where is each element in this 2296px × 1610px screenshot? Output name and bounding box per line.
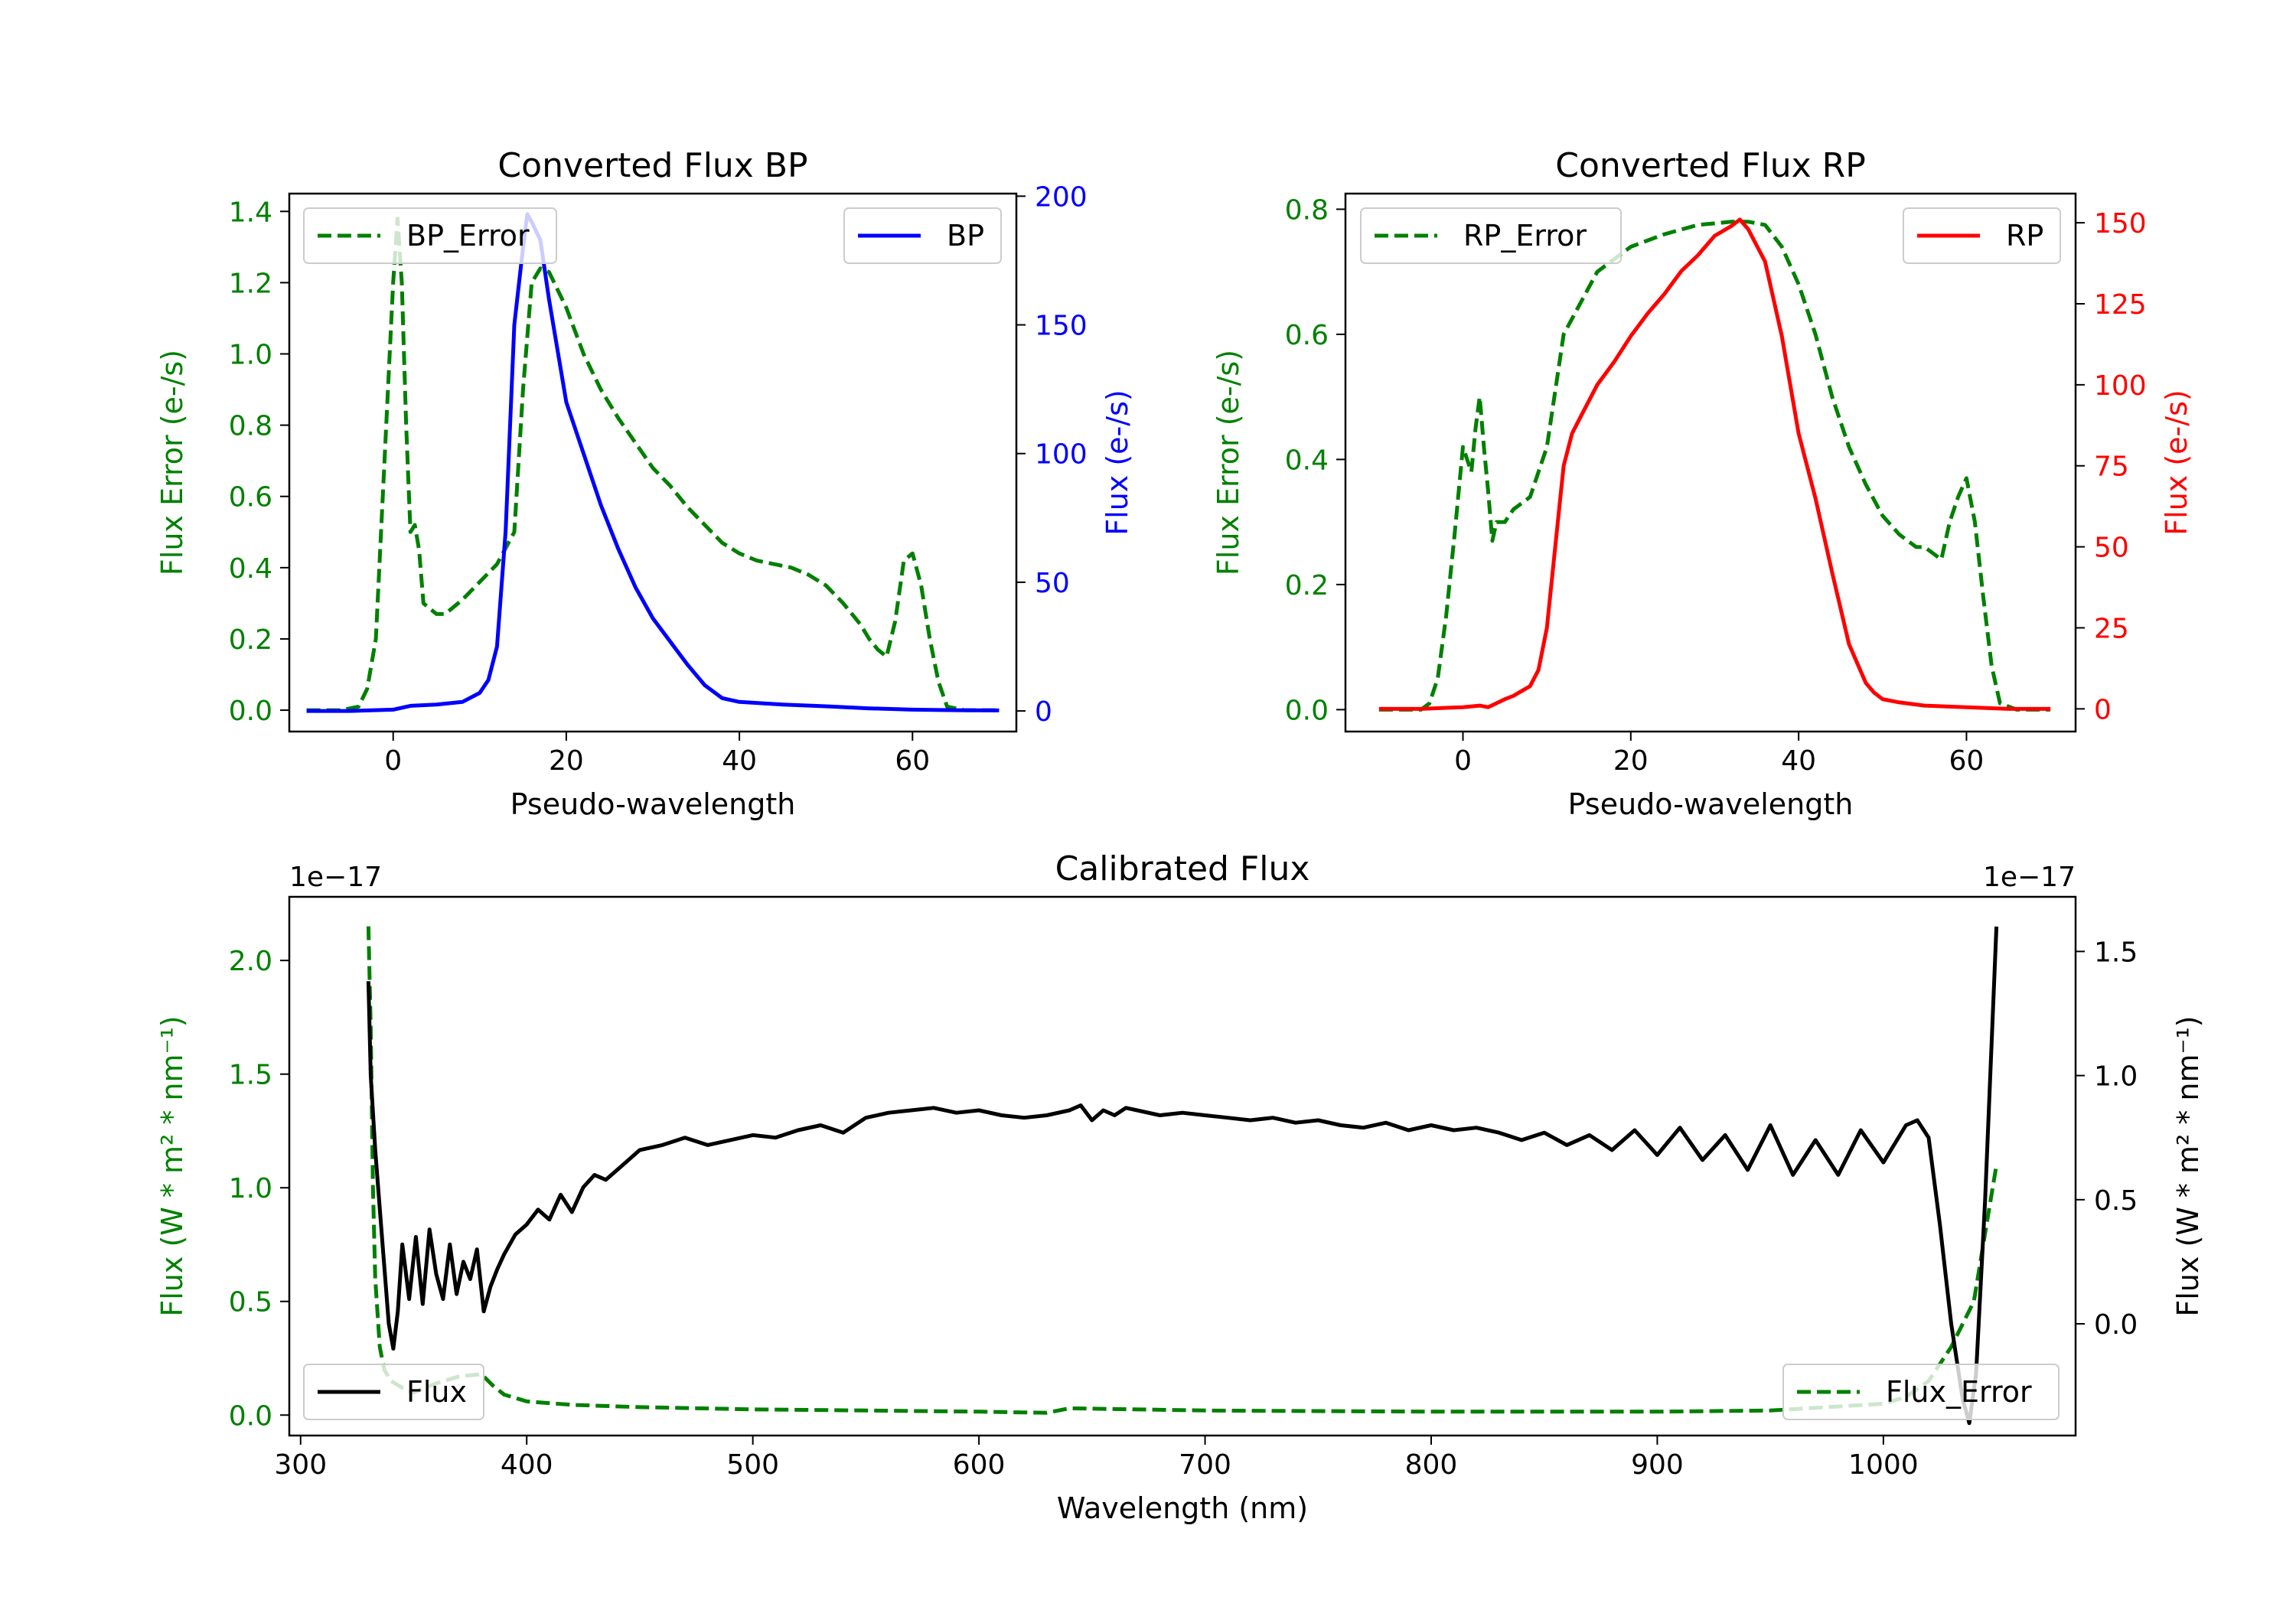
series-line-bp-error	[306, 217, 1000, 712]
chart-title: Calibrated Flux	[1055, 849, 1310, 888]
legend-label: Flux	[406, 1375, 467, 1409]
legend-bp-error: BP_Error	[303, 207, 557, 264]
y-left-axis-label: Flux Error (e-/s)	[155, 350, 189, 575]
x-axis-label: Pseudo-wavelength	[1568, 787, 1854, 821]
y-right-tick-label: 0	[2094, 694, 2112, 725]
y-left-tick-label: 1.5	[229, 1060, 272, 1091]
y-right-tick-label: 0	[1035, 696, 1052, 728]
y-left-tick-label: 0.8	[229, 411, 272, 442]
y-right-tick-label: 1.5	[2094, 937, 2138, 968]
y-left-tick-label: 0.5	[229, 1287, 272, 1318]
chart-bp: 0 20 40 60 0.0 0.2 0.4 0.6 0.8 1.0 1.2 1.4 0 50 100 150…	[155, 146, 1134, 821]
y-right-tick-label: 150	[2094, 208, 2147, 240]
y-right-axis-label: Flux (e-/s)	[2160, 389, 2193, 535]
legend-label: RP	[2006, 219, 2043, 253]
legend-label: BP_Error	[406, 219, 530, 253]
x-tick-label: 0	[384, 745, 402, 777]
x-axis-label: Wavelength (nm)	[1057, 1491, 1308, 1525]
x-tick-label: 20	[1613, 745, 1649, 777]
y-right-axis-label: Flux (e-/s)	[1101, 389, 1134, 535]
y-left-tick-label: 0.4	[1285, 445, 1329, 476]
legend-bp: BP	[843, 207, 1002, 264]
y-right-tick-label: 200	[1035, 181, 1088, 213]
chart-title: Converted Flux RP	[1555, 146, 1866, 185]
series-line-rp-error	[1378, 220, 2051, 712]
x-tick-label: 600	[953, 1449, 1006, 1481]
y-left-tick-label: 0.6	[229, 482, 272, 513]
y-right-axis-label: Flux (W * m² * nm⁻¹)	[2171, 1015, 2205, 1316]
y-right-tick-label: 100	[1035, 439, 1088, 471]
x-tick-label: 1000	[1848, 1449, 1919, 1481]
chart-rp: 0 20 40 60 0.0 0.2 0.4 0.6 0.8 0 25 50 75 100 125 150 Co…	[1212, 146, 2193, 821]
legend-label: BP	[947, 219, 984, 253]
y-right-tick-label: 0.5	[2094, 1185, 2138, 1217]
y-left-tick-label: 1.0	[229, 1173, 272, 1204]
y-right-tick-label: 25	[2094, 613, 2129, 644]
y-left-axis-label: Flux (W * m² * nm⁻¹)	[155, 1015, 189, 1316]
y-right-tick-label: 50	[1035, 568, 1070, 599]
y-left-tick-label: 0.4	[229, 553, 272, 585]
y-left-tick-label: 1.4	[229, 197, 272, 228]
legend-label: RP_Error	[1463, 219, 1587, 253]
legend-rp-error: RP_Error	[1360, 207, 1622, 264]
legend-label: Flux_Error	[1886, 1375, 2032, 1409]
x-tick-label: 40	[722, 745, 757, 777]
y-right-tick-label: 125	[2094, 289, 2147, 321]
y-right-offset-label: 1e−17	[1983, 862, 2076, 893]
x-tick-label: 60	[895, 745, 930, 777]
y-right-tick-label: 150	[1035, 311, 1088, 342]
y-right-tick-label: 1.0	[2094, 1061, 2138, 1093]
x-axis-label: Pseudo-wavelength	[510, 787, 796, 821]
legend-rp: RP	[1903, 207, 2061, 264]
chart-title: Converted Flux BP	[497, 146, 807, 185]
y-left-tick-label: 0.2	[229, 624, 272, 656]
plot-frame	[1344, 192, 2077, 733]
y-right-tick-label: 100	[2094, 370, 2147, 402]
x-tick-label: 700	[1179, 1449, 1231, 1481]
legend-flux: Flux	[303, 1364, 484, 1420]
y-right-tick-label: 75	[2094, 451, 2129, 483]
y-left-tick-label: 0.0	[1285, 695, 1329, 726]
y-right-tick-label: 0.0	[2094, 1309, 2138, 1341]
series-line-bp	[306, 212, 1000, 713]
y-left-tick-label: 1.2	[229, 268, 272, 299]
y-right-tick-label: 50	[2094, 533, 2129, 564]
x-tick-label: 0	[1454, 745, 1472, 777]
y-left-tick-label: 0.8	[1285, 194, 1329, 226]
y-left-tick-label: 0.2	[1285, 570, 1329, 601]
legend-flux-error: Flux_Error	[1782, 1364, 2060, 1420]
y-left-tick-label: 0.0	[229, 1400, 272, 1432]
y-left-offset-label: 1e−17	[289, 862, 382, 893]
x-tick-label: 900	[1631, 1449, 1684, 1481]
x-tick-label: 60	[1949, 745, 1985, 777]
y-left-tick-label: 0.0	[229, 696, 272, 727]
x-tick-label: 800	[1405, 1449, 1458, 1481]
x-tick-label: 40	[1781, 745, 1816, 777]
x-tick-label: 300	[274, 1449, 327, 1481]
plot-frame	[288, 895, 2077, 1437]
y-left-axis-label: Flux Error (e-/s)	[1212, 350, 1245, 575]
x-tick-label: 400	[501, 1449, 553, 1481]
y-left-tick-label: 0.6	[1285, 320, 1329, 351]
series-line-rp	[1378, 217, 2051, 711]
y-left-tick-label: 2.0	[229, 946, 272, 977]
series-line-flux	[366, 926, 1999, 1426]
y-left-tick-label: 1.0	[229, 340, 272, 371]
chart-calibrated: 300 400 500 600 700 800 900 1000 0.0 0.5 1.0 1.5 2.0…	[155, 849, 2205, 1525]
x-tick-label: 500	[726, 1449, 779, 1481]
plot-frame	[288, 192, 1018, 733]
x-tick-label: 20	[549, 745, 584, 777]
